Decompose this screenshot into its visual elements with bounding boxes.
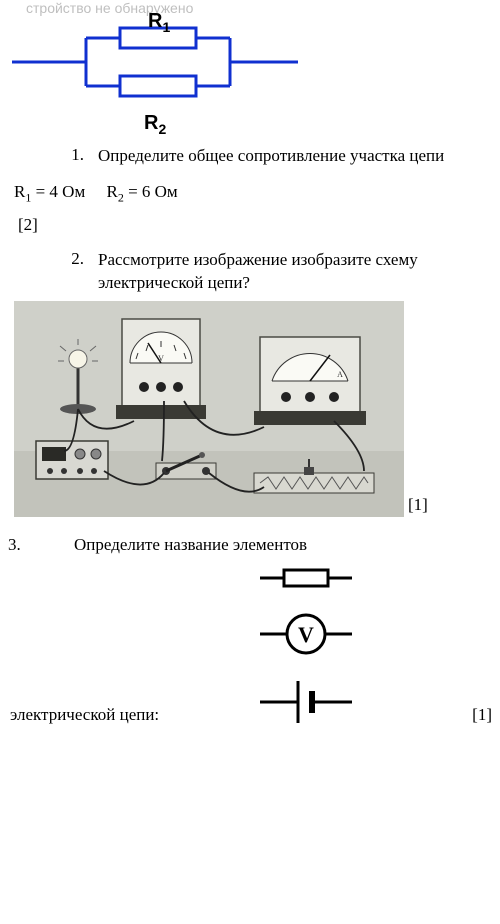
q1-number: 1. [8,145,98,168]
q3-line-prefix: электрической цепи: [8,705,165,729]
cell-symbol-icon [258,675,354,729]
svg-text:V: V [158,354,164,363]
q1-points: [2] [18,215,492,235]
q2-number: 2. [8,249,98,295]
voltmeter-letter: V [298,622,314,647]
voltmeter-symbol-icon: V [258,611,354,657]
faded-header-text: стройство не обнаружено [8,0,492,16]
question-3: 3. Определите название элементов [8,535,492,555]
lab-equipment-photo: V A [14,301,404,517]
r1-label: R1 [148,10,170,35]
q1-given-values: R1 = 4 Ом R2 = 6 Ом [14,182,492,205]
r2-label: R2 [8,112,308,137]
q3-points: [1] [446,705,492,729]
q2-text: Рассмотрите изображение изобразите схему… [98,249,492,295]
circuit-symbols-stack: V [258,563,354,729]
question-2: 2. Рассмотрите изображение изобразите сх… [8,249,492,295]
parallel-circuit-diagram: R1 R2 [8,16,308,137]
q3-number: 3. [8,535,34,555]
question-1: 1. Определите общее сопротивление участк… [8,145,492,168]
svg-text:A: A [337,370,343,379]
q1-text: Определите общее сопротивление участка ц… [98,145,492,168]
q3-text: Определите название элементов [74,535,307,555]
q2-points: [1] [408,495,428,517]
resistor-symbol-icon [258,563,354,593]
